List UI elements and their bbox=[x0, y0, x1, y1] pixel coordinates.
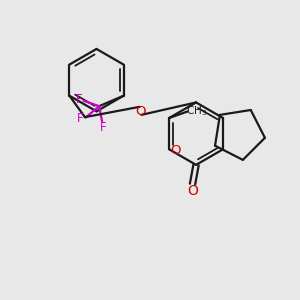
Text: F: F bbox=[76, 93, 82, 106]
Text: O: O bbox=[187, 184, 198, 198]
Text: F: F bbox=[77, 112, 84, 125]
Text: CH$_3$: CH$_3$ bbox=[186, 104, 207, 118]
Text: O: O bbox=[170, 144, 181, 157]
Text: O: O bbox=[135, 105, 146, 118]
Text: F: F bbox=[99, 121, 106, 134]
